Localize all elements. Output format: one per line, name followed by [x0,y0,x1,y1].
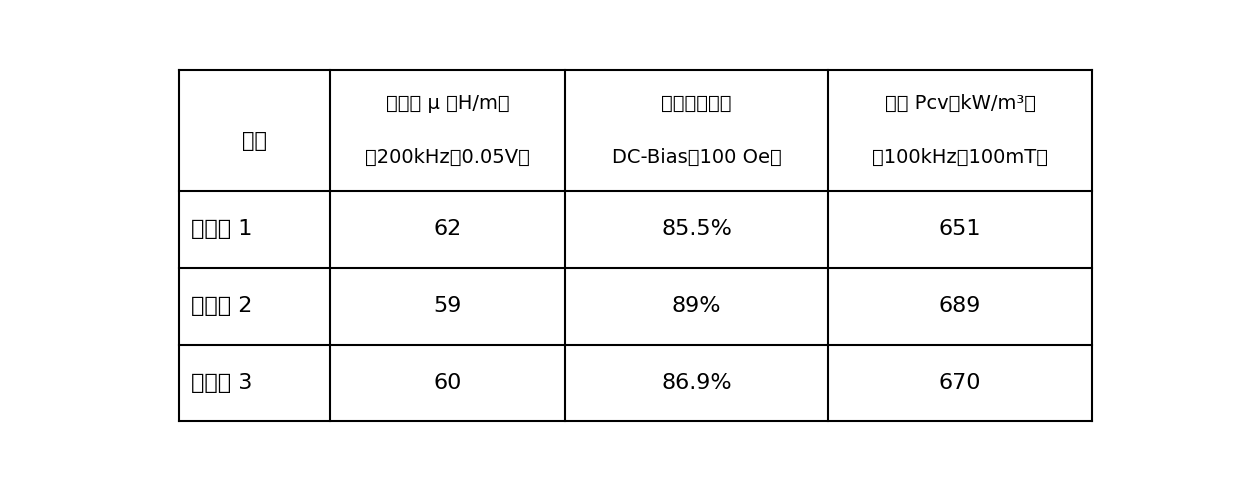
Text: 实施例 3: 实施例 3 [191,373,252,393]
Text: 670: 670 [939,373,981,393]
Text: （100kHz，100mT）: （100kHz，100mT） [872,147,1048,167]
Text: 损耗 Pcv（kW/m³）: 损耗 Pcv（kW/m³） [884,94,1035,113]
Text: 62: 62 [434,219,461,240]
Text: 86.9%: 86.9% [661,373,732,393]
Text: 60: 60 [433,373,461,393]
Text: 实施例 2: 实施例 2 [191,296,252,316]
Text: 编号: 编号 [242,132,267,152]
Text: 689: 689 [939,296,981,316]
Text: 实施例 1: 实施例 1 [191,219,252,240]
Text: 89%: 89% [672,296,722,316]
Text: 磁导率 μ （H/m）: 磁导率 μ （H/m） [386,94,510,113]
Text: 直流叠加特性: 直流叠加特性 [661,94,732,113]
Text: DC-Bias（100 Oe）: DC-Bias（100 Oe） [611,147,781,167]
Text: （200kHz，0.05V）: （200kHz，0.05V） [365,147,529,167]
Text: 85.5%: 85.5% [661,219,732,240]
Text: 651: 651 [939,219,981,240]
Text: 59: 59 [433,296,461,316]
